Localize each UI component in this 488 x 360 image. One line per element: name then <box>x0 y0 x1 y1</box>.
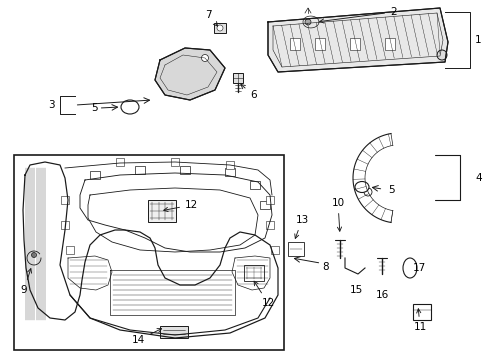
Bar <box>244 265 264 281</box>
Circle shape <box>305 19 310 25</box>
Bar <box>116 158 124 166</box>
Bar <box>289 38 299 50</box>
Bar <box>265 196 273 204</box>
Text: 11: 11 <box>412 309 426 332</box>
Bar <box>214 23 225 33</box>
Text: 10: 10 <box>331 198 344 231</box>
Bar <box>249 181 260 189</box>
Circle shape <box>31 252 37 257</box>
Ellipse shape <box>402 258 416 278</box>
Bar <box>224 168 235 176</box>
Text: 12: 12 <box>163 200 198 212</box>
Text: 14: 14 <box>131 329 161 345</box>
Text: 13: 13 <box>294 215 308 238</box>
Bar <box>314 38 325 50</box>
Text: 3: 3 <box>48 100 55 110</box>
Bar <box>265 221 273 229</box>
Text: 8: 8 <box>321 262 328 272</box>
Bar <box>180 166 190 174</box>
Bar <box>349 38 359 50</box>
Text: 9: 9 <box>20 269 32 295</box>
Bar <box>384 38 394 50</box>
Bar <box>61 221 69 229</box>
Text: 5: 5 <box>387 185 394 195</box>
Text: 5: 5 <box>91 103 98 113</box>
Text: 17: 17 <box>412 263 426 273</box>
Circle shape <box>201 54 208 62</box>
Bar <box>90 171 100 179</box>
Bar <box>61 196 69 204</box>
Bar <box>171 158 179 166</box>
Polygon shape <box>267 8 447 72</box>
Bar <box>225 161 234 169</box>
Circle shape <box>436 50 446 60</box>
Text: 16: 16 <box>375 290 388 300</box>
Text: 6: 6 <box>241 85 256 100</box>
Bar <box>270 246 279 254</box>
Bar <box>135 166 145 174</box>
Bar <box>412 304 430 320</box>
Text: 2: 2 <box>319 7 396 23</box>
Bar <box>160 326 187 338</box>
Text: 12: 12 <box>254 281 274 308</box>
Text: 1: 1 <box>474 35 481 45</box>
Bar <box>232 73 243 83</box>
Bar <box>148 200 176 222</box>
Circle shape <box>363 188 371 196</box>
Text: 7: 7 <box>204 10 217 26</box>
Text: 4: 4 <box>474 173 481 183</box>
Ellipse shape <box>121 100 139 114</box>
Bar <box>14 155 284 350</box>
Ellipse shape <box>354 181 368 193</box>
Bar <box>260 201 269 209</box>
Bar <box>66 246 74 254</box>
Polygon shape <box>155 48 224 100</box>
Text: 15: 15 <box>348 285 362 295</box>
Bar <box>287 242 304 256</box>
Circle shape <box>217 25 223 31</box>
